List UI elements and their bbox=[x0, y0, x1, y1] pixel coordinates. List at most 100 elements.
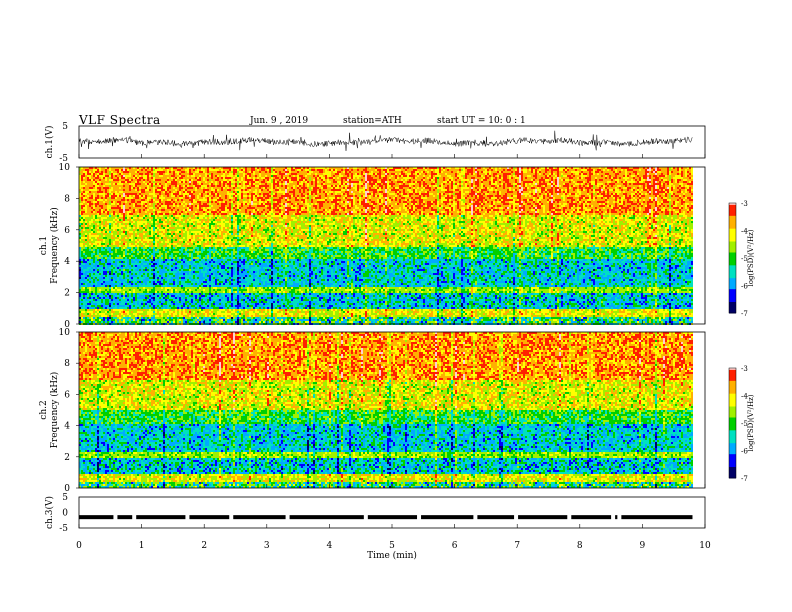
ch2_spectrogram-colorbar-segment bbox=[729, 430, 736, 433]
ch1_spectrogram-colorbar-segment bbox=[729, 204, 736, 208]
ch2_spectrogram-colorbar-segment bbox=[729, 423, 736, 426]
ch1_spectrogram-colorbar-segment bbox=[729, 223, 736, 226]
ch2_spectrogram-colorbar-frame bbox=[728, 367, 737, 479]
ch2_spectrogram-colorbar-segment bbox=[729, 468, 736, 472]
ch2_spectrogram-colorbar-segment bbox=[729, 388, 736, 391]
ch2_spectrogram-colorbar-segment bbox=[729, 373, 736, 376]
ch2_spectrogram-colorbar-segment bbox=[729, 371, 736, 374]
ch1_spectrogram-colorbar-segment bbox=[729, 237, 736, 241]
ch1_spectrogram-colorbar-segment bbox=[729, 234, 736, 237]
ch2_spectrogram-colorbar-segment bbox=[729, 424, 736, 428]
ch2_spectrogram-colorbar-segment bbox=[729, 432, 736, 435]
ch2_spectrogram-colorbar-segment bbox=[729, 421, 736, 424]
ch1_spectrogram-ytick-label: 8 bbox=[64, 194, 70, 204]
ch2_spectrogram-colorbar-segment bbox=[729, 368, 736, 371]
ch1_spectrogram-colorbar-segment bbox=[729, 270, 736, 274]
ch1_spectrogram-colorbar-segment bbox=[729, 303, 736, 307]
ch2_spectrogram-colorbar-segment bbox=[729, 452, 736, 455]
ch2_spectrogram-colorbar-segment bbox=[729, 402, 736, 406]
ch2_spectrogram-colorbar-segment bbox=[729, 393, 736, 396]
ch1_spectrogram-ytick-label: 0 bbox=[64, 320, 70, 330]
ch1_spectrogram-colorbar-segment bbox=[729, 219, 736, 222]
ch1_spectrogram-colorbar-segment bbox=[729, 272, 736, 275]
ch1_spectrogram-colorbar-segment bbox=[729, 302, 736, 305]
ch1_spectrogram-colorbar-segment bbox=[729, 281, 736, 285]
ch1_spectrogram-ytick-label: 4 bbox=[64, 257, 70, 267]
ch1_spectrogram-colorbar-segment bbox=[729, 221, 736, 224]
ch1_spectrogram-colorbar-segment bbox=[729, 283, 736, 286]
ch1_spectrogram-colorbar-segment bbox=[729, 294, 736, 297]
ch1_spectrogram-colorbar-segment bbox=[729, 276, 736, 279]
ch2_spectrogram-colorbar-segment bbox=[729, 384, 736, 387]
ch1_spectrogram-ytick-label: 6 bbox=[64, 226, 70, 236]
ch1_spectrogram-colorbar-segment bbox=[729, 247, 736, 250]
ch1_spectrogram-colorbar-segment bbox=[729, 239, 736, 242]
ch1_spectrogram-colorbar-frame bbox=[728, 202, 737, 314]
ch2_spectrogram-colorbar-segment bbox=[729, 476, 736, 479]
xtick-label: 8 bbox=[577, 541, 583, 551]
ch3-signal-gap bbox=[113, 514, 118, 521]
ch2_spectrogram-colorbar-segment bbox=[729, 434, 736, 437]
ch2_spectrogram-colorbar-segment bbox=[729, 408, 736, 411]
ch1_spectrogram-colorbar-segment bbox=[729, 250, 736, 253]
ch3-signal-gap bbox=[363, 514, 368, 521]
ch1_spectrogram-colorbar-segment bbox=[729, 307, 736, 310]
ch2_spectrogram-colorbar-segment bbox=[729, 437, 736, 440]
ch3-signal-gap bbox=[611, 514, 616, 521]
ch1_spectrogram-colorbar-segment bbox=[729, 212, 736, 215]
ch1_spectrogram-colorbar-segment bbox=[729, 267, 736, 270]
ch1_spectrogram-colorbar-segment bbox=[729, 291, 736, 294]
ch2_spectrogram-ytick-label: 0 bbox=[64, 484, 70, 494]
ch2_spectrogram-colorbar-segment bbox=[729, 463, 736, 466]
ch1_spectrogram-colorbar-segment bbox=[729, 309, 736, 312]
xtick-label: 5 bbox=[389, 541, 395, 551]
ch2_spectrogram-colorbar-segment bbox=[729, 426, 736, 429]
ch2_spectrogram-colorbar-segment bbox=[729, 470, 736, 473]
ch2_spectrogram-ytick-label: 4 bbox=[64, 422, 70, 432]
ch2_spectrogram-colorbar-segment bbox=[729, 369, 736, 373]
ch2_spectrogram-colorbar-segment bbox=[729, 445, 736, 448]
xtick-label: 10 bbox=[699, 541, 711, 551]
ch2_spectrogram-colorbar-segment bbox=[729, 397, 736, 400]
xtick-label: 9 bbox=[640, 541, 646, 551]
ch2_spectrogram-colorbar-segment bbox=[729, 386, 736, 389]
ch1_spectrogram-colorbar-segment bbox=[729, 236, 736, 239]
ch1_spectrogram-colorbar-segment bbox=[729, 203, 736, 206]
ch1_spectrogram-colorbar-segment bbox=[729, 278, 736, 281]
ch1_spectrogram-colorbar-segment bbox=[729, 245, 736, 248]
station-label: station=ATH bbox=[343, 116, 402, 126]
xtick-label: 7 bbox=[514, 541, 520, 551]
ch3-signal-gap bbox=[285, 514, 290, 521]
ch1_spectrogram-colorbar-segment bbox=[729, 269, 736, 272]
ch2_spectrogram-colorbar-segment bbox=[729, 390, 736, 393]
ch3-signal-gap bbox=[185, 514, 190, 521]
ch3-signal-gap bbox=[567, 514, 572, 521]
ch3-signal-line bbox=[79, 515, 693, 520]
ch3-signal-gap bbox=[514, 514, 519, 521]
ch2_spectrogram-ytick-label: 6 bbox=[64, 390, 70, 400]
ch2_spectrogram-colorbar-segment bbox=[729, 441, 736, 444]
xtick-label: 0 bbox=[76, 541, 82, 551]
ch1_spectrogram-colorbar-segment bbox=[729, 296, 736, 299]
ch2_spectrogram-colorbar-segment bbox=[729, 428, 736, 431]
ch1_spectrogram-colorbar-label: log(PSD)(V²/Hz) bbox=[747, 229, 755, 286]
ch1_spectrogram-colorbar-segment bbox=[729, 206, 736, 209]
ch2_spectrogram-colorbar-segment bbox=[729, 435, 736, 439]
ch2_spectrogram-colorbar-segment bbox=[729, 379, 736, 382]
ch2_spectrogram-colorbar-segment bbox=[729, 474, 736, 477]
ch2_spectrogram-colorbar-tick: -4 bbox=[741, 393, 748, 401]
ch2_spectrogram-ytick-label: 8 bbox=[64, 359, 70, 369]
spectrogram-ch2_spectrogram bbox=[79, 332, 693, 488]
ch1_spectrogram-ytick-label: 10 bbox=[59, 163, 71, 173]
ch1_spectrogram-colorbar-segment bbox=[729, 287, 736, 290]
ch1_spectrogram-colorbar-segment bbox=[729, 261, 736, 264]
ch1_spectrogram-colorbar-segment bbox=[729, 214, 736, 217]
ch1_spectrogram-ylabel-frequency: Frequency (kHz) bbox=[49, 207, 60, 284]
ch1_spectrogram-colorbar-tick: -3 bbox=[741, 200, 748, 208]
ch1_spectrogram-colorbar-segment bbox=[729, 292, 736, 296]
ch1_spectrogram-colorbar-segment bbox=[729, 300, 736, 303]
ch2_spectrogram-colorbar-segment bbox=[729, 448, 736, 451]
ch2_spectrogram-colorbar-segment bbox=[729, 457, 736, 461]
ch1-ytick-label: -5 bbox=[59, 154, 68, 164]
